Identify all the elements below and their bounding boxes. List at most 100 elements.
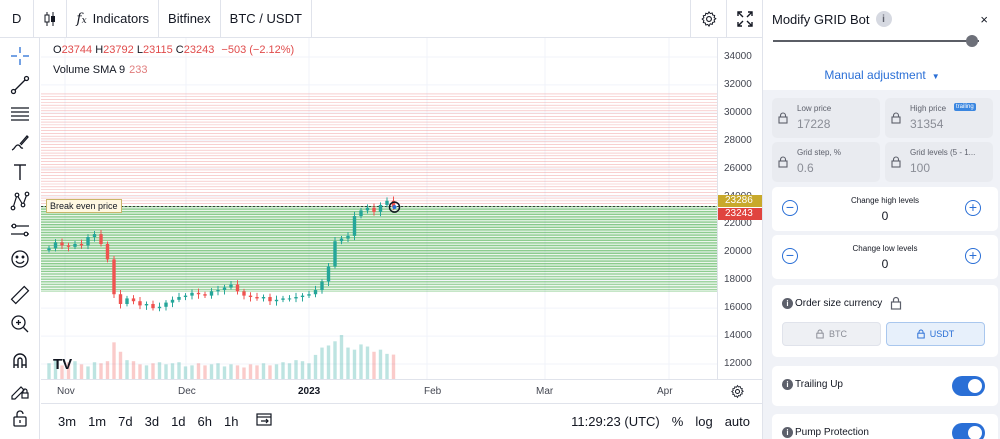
timeframe-1h[interactable]: 1h <box>224 414 239 429</box>
volume-legend: Volume SMA 9 233 <box>53 64 148 76</box>
zoom-tool[interactable] <box>8 312 32 336</box>
pump-protection-label: Pump Protection <box>795 427 869 438</box>
symbol-button[interactable]: D <box>0 0 35 38</box>
volume-bar <box>47 363 51 379</box>
volume-bar <box>294 360 298 379</box>
trailing-up-toggle[interactable] <box>952 376 985 396</box>
low-price-field[interactable]: Low price 17228 <box>772 98 880 138</box>
ohlc-legend: O23744 H23792 L23115 C23243 −503 (−2.12%… <box>53 44 294 56</box>
price-chart[interactable]: O23744 H23792 L23115 C23243 −503 (−2.12%… <box>41 38 717 379</box>
timeframe-6h[interactable]: 6h <box>197 414 212 429</box>
range-tool[interactable] <box>8 218 32 242</box>
change-high-value: 0 <box>881 209 889 223</box>
lock-icon <box>816 329 824 339</box>
time-tick-label: Dec <box>178 386 196 397</box>
pump-protection-title: i Pump Protection <box>782 427 869 438</box>
chart-type-button[interactable] <box>34 0 68 38</box>
volume-bar <box>112 342 116 379</box>
low-value: 23115 <box>142 44 173 56</box>
volume-bar <box>372 351 376 379</box>
volume-bar <box>66 362 71 379</box>
info-icon[interactable]: i <box>782 379 793 390</box>
emoji-tool[interactable] <box>8 247 32 271</box>
ruler-tool[interactable] <box>8 283 32 307</box>
volume-bar <box>196 363 201 379</box>
low-levels-increment[interactable]: + <box>965 248 981 264</box>
slider-handle[interactable] <box>966 35 978 47</box>
change-low-value: 0 <box>881 257 889 271</box>
candle-body <box>157 306 162 309</box>
horizontal-lines-tool[interactable] <box>8 102 32 126</box>
price-axis[interactable]: 3400032000300002800026000240002200020000… <box>717 38 762 379</box>
volume-bar <box>157 362 162 379</box>
pair-button[interactable]: BTC / USDT <box>221 0 312 38</box>
date-range-button[interactable] <box>256 412 273 431</box>
close-value: 23243 <box>183 44 215 56</box>
close-button[interactable]: × <box>980 11 988 27</box>
brush-tool[interactable] <box>8 131 32 155</box>
timeframe-7d[interactable]: 7d <box>118 414 133 429</box>
indicators-button[interactable]: fx Indicators <box>67 0 160 38</box>
pump-protection-toggle[interactable] <box>952 423 985 439</box>
volume-bar <box>255 365 259 379</box>
pencil-lock-icon <box>11 386 29 400</box>
grid-step-field[interactable]: Grid step, % 0.6 <box>772 142 880 182</box>
high-price-field[interactable]: High price trailing 31354 <box>885 98 993 138</box>
crosshair-tool[interactable] <box>8 44 32 68</box>
percent-toggle[interactable]: % <box>671 414 684 429</box>
text-tool[interactable] <box>8 160 32 184</box>
mode-dropdown[interactable]: Manual adjustment ▼ <box>763 68 1000 82</box>
utc-clock[interactable]: 11:29:23 (UTC) <box>571 414 660 429</box>
volume-bar <box>346 347 350 379</box>
lock-icon <box>891 296 902 310</box>
timeframe-1m[interactable]: 1m <box>88 414 107 429</box>
low-label: L <box>136 44 143 56</box>
low-levels-decrement[interactable]: − <box>782 248 798 264</box>
volume-bar <box>268 365 272 379</box>
candle-body <box>86 237 90 246</box>
drawing-toolbar <box>0 38 40 439</box>
log-toggle[interactable]: log <box>695 414 713 429</box>
lock-icon <box>891 112 901 124</box>
exchange-label: Bitfinex <box>168 11 211 26</box>
timeframe-3d[interactable]: 3d <box>144 414 160 429</box>
volume-bar <box>359 344 363 379</box>
timeframe-3m[interactable]: 3m <box>58 414 77 429</box>
candle-body <box>359 210 363 217</box>
pattern-tool[interactable] <box>8 189 32 213</box>
exchange-button[interactable]: Bitfinex <box>159 0 221 38</box>
time-axis[interactable]: Nov Dec 2023 Feb Mar Apr <box>41 379 762 403</box>
open-value: 23744 <box>61 44 93 56</box>
currency-btc-label: BTC <box>829 329 847 339</box>
volume-bar <box>261 363 266 379</box>
price-tick-label: 28000 <box>724 134 752 146</box>
timeframe-1d[interactable]: 1d <box>171 414 186 429</box>
trend-line-tool[interactable] <box>8 73 32 97</box>
info-icon[interactable]: i <box>782 427 793 438</box>
smiley-icon <box>11 250 29 268</box>
ruler-icon <box>10 285 30 305</box>
currency-usdt-button[interactable]: USDT <box>886 322 985 346</box>
volume-bar <box>203 365 207 379</box>
magnet-tool[interactable] <box>8 349 32 373</box>
price-tick-label: 18000 <box>724 274 752 286</box>
volume-bar <box>60 365 64 379</box>
currency-btc-button[interactable]: BTC <box>782 322 881 346</box>
high-levels-decrement[interactable]: − <box>782 200 798 216</box>
axis-settings-button[interactable] <box>730 384 745 404</box>
info-icon[interactable]: i <box>875 11 892 27</box>
trailing-up-row: i Trailing Up <box>772 366 998 406</box>
settings-button[interactable] <box>690 0 726 38</box>
auto-toggle[interactable]: auto <box>724 414 750 429</box>
slider-track[interactable] <box>773 40 979 42</box>
crosshair-icon <box>11 47 29 65</box>
fullscreen-button[interactable] <box>726 0 762 38</box>
grid-levels-field[interactable]: Grid levels (5 - 1... 100 <box>885 142 993 182</box>
info-icon[interactable]: i <box>782 297 793 309</box>
chart-top-toolbar: D fx Indicators Bitfinex BTC / USDT <box>0 0 762 38</box>
high-levels-increment[interactable]: + <box>965 200 981 216</box>
lock-tool[interactable] <box>8 406 32 430</box>
lock-drawings-tool[interactable] <box>8 378 32 402</box>
order-size-currency: i Order size currency BTC USDT <box>772 285 998 357</box>
candle-body <box>118 294 123 304</box>
